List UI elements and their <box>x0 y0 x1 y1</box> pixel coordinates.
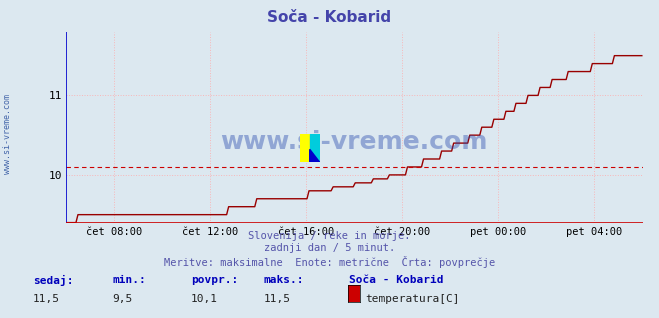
Text: zadnji dan / 5 minut.: zadnji dan / 5 minut. <box>264 243 395 253</box>
Text: min.:: min.: <box>112 275 146 285</box>
Polygon shape <box>310 134 320 162</box>
Text: www.si-vreme.com: www.si-vreme.com <box>3 93 13 174</box>
Text: www.si-vreme.com: www.si-vreme.com <box>221 130 488 155</box>
Text: 11,5: 11,5 <box>264 294 291 304</box>
Text: Soča - Kobarid: Soča - Kobarid <box>349 275 444 285</box>
Bar <box>300 134 310 162</box>
Text: temperatura[C]: temperatura[C] <box>366 294 460 304</box>
Text: maks.:: maks.: <box>264 275 304 285</box>
Text: Soča - Kobarid: Soča - Kobarid <box>268 10 391 24</box>
Text: 10,1: 10,1 <box>191 294 218 304</box>
Text: sedaj:: sedaj: <box>33 275 73 286</box>
Text: 11,5: 11,5 <box>33 294 60 304</box>
Text: Meritve: maksimalne  Enote: metrične  Črta: povprečje: Meritve: maksimalne Enote: metrične Črta… <box>164 256 495 268</box>
Text: povpr.:: povpr.: <box>191 275 239 285</box>
Text: 9,5: 9,5 <box>112 294 132 304</box>
Polygon shape <box>310 149 320 162</box>
Text: Slovenija / reke in morje.: Slovenija / reke in morje. <box>248 231 411 240</box>
